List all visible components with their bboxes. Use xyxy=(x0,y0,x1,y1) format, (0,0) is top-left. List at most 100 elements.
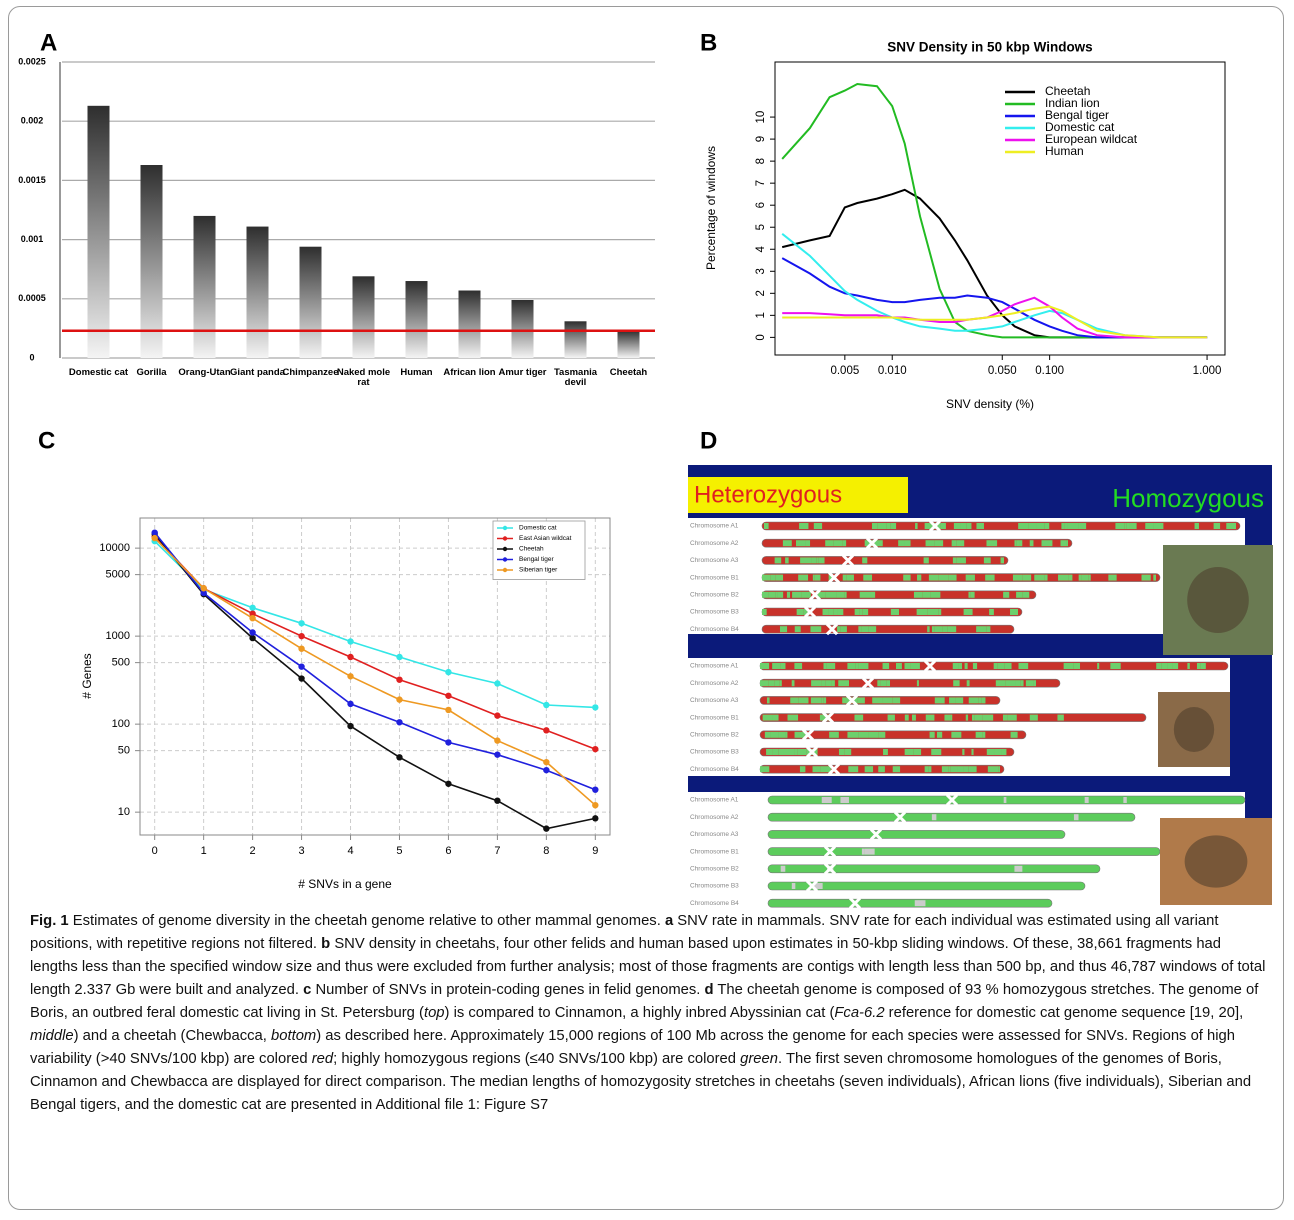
legend-marker xyxy=(502,525,508,531)
chromosome-segment xyxy=(791,680,795,687)
chromosome-segment xyxy=(862,557,868,564)
marker xyxy=(543,766,550,774)
chromosome-segment xyxy=(873,626,877,633)
centromere xyxy=(825,623,839,636)
marker xyxy=(494,680,501,687)
chromosome-segment xyxy=(1018,663,1029,669)
caption-run: Number of SNVs in protein-coding genes i… xyxy=(311,982,705,998)
chromosome-segment xyxy=(828,574,833,581)
chromosome-segment xyxy=(947,626,957,633)
chromosome-segment xyxy=(779,680,782,687)
chromosome-segment xyxy=(904,714,909,721)
chromosome-segment xyxy=(766,749,773,755)
chromosome-segment xyxy=(1066,540,1068,547)
chromosome-segment xyxy=(1001,749,1007,755)
chromosome-segment xyxy=(1002,714,1008,721)
chromosome-segment xyxy=(931,749,942,755)
chromosome-segment xyxy=(780,865,786,872)
chromosome-segment xyxy=(1041,540,1053,547)
x-axis-label: SNV density (%) xyxy=(946,397,1034,411)
centromere xyxy=(865,537,879,550)
x-tick-label: 0.010 xyxy=(878,365,907,377)
chromosome-segment xyxy=(798,697,809,704)
chromosome-label: Chromosome A1 xyxy=(690,663,739,670)
chromosome-segment xyxy=(890,609,900,615)
chromosome-segment xyxy=(772,663,781,669)
marker xyxy=(249,629,256,636)
caption-run: Fca-6.2 xyxy=(834,1005,885,1021)
chromosome-segment xyxy=(774,557,782,564)
centromere xyxy=(869,828,883,841)
y-tick-label: 8 xyxy=(755,158,767,164)
chromosome-segment xyxy=(864,848,875,855)
marker xyxy=(445,780,452,787)
y-tick-label: 0.001 xyxy=(21,234,44,244)
chromosome-segment xyxy=(936,731,943,738)
x-tick-label: 1.000 xyxy=(1193,365,1222,377)
chromosome-segment xyxy=(772,714,779,721)
chromosome-segment xyxy=(1153,523,1164,529)
chromosome-label: Chromosome B1 xyxy=(690,848,739,855)
chromosome-segment xyxy=(813,883,823,889)
chromosome-segment xyxy=(997,663,1005,669)
chromosome-segment xyxy=(777,591,784,598)
chromosome-segment xyxy=(877,523,887,529)
chromosome-segment xyxy=(971,714,975,721)
bar xyxy=(87,105,110,358)
chromosome-segment xyxy=(929,731,935,738)
bar xyxy=(405,281,428,358)
chromosome-segment xyxy=(998,766,1000,773)
chromosome-label: Chromosome A2 xyxy=(690,680,739,687)
chromosome-segment xyxy=(821,697,824,704)
chromosome-segment xyxy=(1029,540,1034,547)
chromosome-segment xyxy=(941,766,949,773)
chromosome-segment xyxy=(1005,680,1016,687)
x-tick-label: 6 xyxy=(445,845,451,857)
chromosome-segment xyxy=(838,749,845,755)
chromosome-segment xyxy=(833,540,843,547)
chromosome-body xyxy=(767,812,1136,822)
chromosome-segment xyxy=(931,626,935,633)
caption-run: middle xyxy=(30,1028,74,1044)
chromosome-label: Chromosome B4 xyxy=(690,766,739,773)
x-tick-label: Naked mole rat xyxy=(336,367,391,388)
chromosome-segment xyxy=(953,680,960,687)
marker xyxy=(445,668,452,676)
plot-frame xyxy=(139,517,611,836)
chromosome-segment xyxy=(762,591,769,598)
chart-title: SNV Density in 50 kbp Windows xyxy=(887,40,1092,55)
chromosome-segment xyxy=(1044,574,1048,581)
chromosome-segment xyxy=(859,609,863,615)
centromere xyxy=(821,711,835,724)
chromosome-segment xyxy=(1129,523,1137,529)
chromosome-segment xyxy=(838,680,850,687)
marker xyxy=(543,758,550,766)
chromosome-segment xyxy=(794,731,805,738)
chromosome-segment xyxy=(829,731,839,738)
chromosome-segment xyxy=(1003,797,1007,803)
photo-subject xyxy=(1173,707,1215,752)
caption-run: bottom xyxy=(271,1028,317,1044)
chromosome-segment xyxy=(987,766,999,773)
chromosome-segment xyxy=(842,540,847,547)
chromosome-segment xyxy=(965,714,969,721)
chromosome-segment xyxy=(923,557,929,564)
chromosome-segment xyxy=(968,591,971,598)
marker xyxy=(347,722,354,730)
chromosome-label: Chromosome A3 xyxy=(690,557,739,564)
chromosome-segment xyxy=(825,540,834,547)
chromosome-segment xyxy=(760,663,770,669)
x-tick-label: 0.005 xyxy=(830,365,859,377)
chromosome-segment xyxy=(1213,523,1221,529)
chromosome-segment xyxy=(940,523,946,529)
chromosome-segment xyxy=(862,609,869,615)
photo-subject xyxy=(1187,567,1249,633)
chromosome-segment xyxy=(871,523,878,529)
chromosome-segment xyxy=(1073,814,1079,821)
chromosome-segment xyxy=(942,626,948,633)
chromosome-segment xyxy=(994,749,1002,755)
chromosome-segment xyxy=(966,523,972,529)
chromosome-segment xyxy=(956,557,966,564)
chromosome-segment xyxy=(861,848,865,855)
chromosome-body xyxy=(767,898,1053,908)
